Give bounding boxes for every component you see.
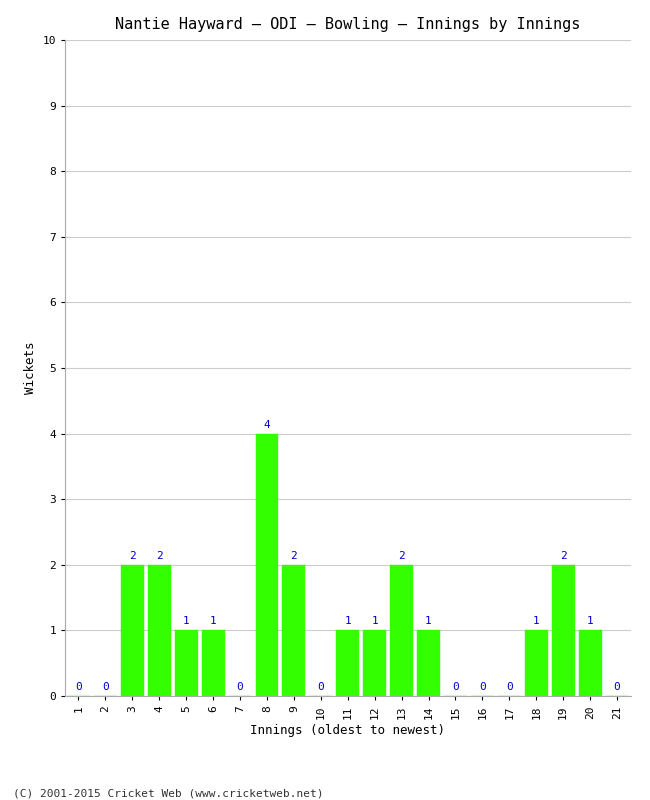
Text: 1: 1 [210, 617, 216, 626]
Text: 2: 2 [129, 551, 136, 561]
Title: Nantie Hayward – ODI – Bowling – Innings by Innings: Nantie Hayward – ODI – Bowling – Innings… [115, 17, 580, 32]
Bar [148, 565, 171, 696]
Text: 0: 0 [452, 682, 459, 692]
Text: 0: 0 [102, 682, 109, 692]
Text: 1: 1 [533, 617, 540, 626]
Bar [121, 565, 144, 696]
Text: 0: 0 [317, 682, 324, 692]
Text: 0: 0 [75, 682, 82, 692]
Text: 0: 0 [614, 682, 620, 692]
Text: 2: 2 [291, 551, 297, 561]
Bar [283, 565, 306, 696]
X-axis label: Innings (oldest to newest): Innings (oldest to newest) [250, 724, 445, 737]
Text: 2: 2 [560, 551, 567, 561]
Bar [255, 434, 278, 696]
Text: 4: 4 [264, 420, 270, 430]
Text: 2: 2 [156, 551, 162, 561]
Y-axis label: Wickets: Wickets [24, 342, 37, 394]
Bar [175, 630, 198, 696]
Bar [552, 565, 575, 696]
Bar [363, 630, 386, 696]
Bar [336, 630, 359, 696]
Bar [417, 630, 440, 696]
Text: 1: 1 [587, 617, 593, 626]
Bar [390, 565, 413, 696]
Text: 1: 1 [183, 617, 190, 626]
Bar [525, 630, 548, 696]
Text: 0: 0 [506, 682, 513, 692]
Text: 1: 1 [344, 617, 351, 626]
Text: 2: 2 [398, 551, 405, 561]
Text: 1: 1 [371, 617, 378, 626]
Bar [578, 630, 601, 696]
Text: 0: 0 [479, 682, 486, 692]
Bar [202, 630, 224, 696]
Text: 0: 0 [237, 682, 243, 692]
Text: 1: 1 [425, 617, 432, 626]
Text: (C) 2001-2015 Cricket Web (www.cricketweb.net): (C) 2001-2015 Cricket Web (www.cricketwe… [13, 788, 324, 798]
